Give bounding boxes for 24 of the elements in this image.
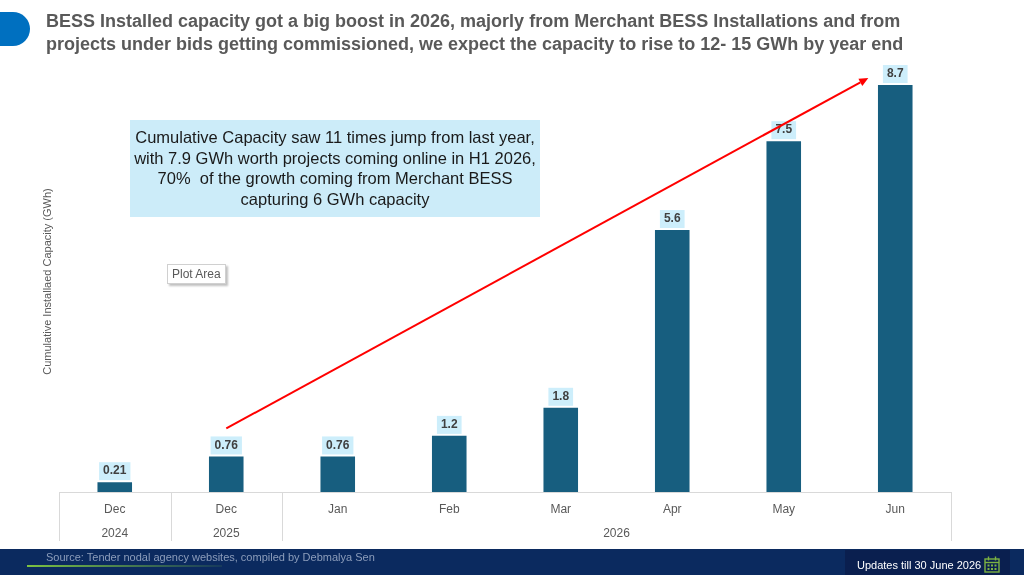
text: Updates till 30 June 2026 xyxy=(857,558,982,572)
data-label: 8.7 xyxy=(886,66,904,81)
annotation: Plot Area xyxy=(167,264,226,284)
x-tick-label: Mar xyxy=(550,501,572,516)
source-note: Source: Tender nodal agency websites, compiled by Debmalya Sen xyxy=(46,550,375,564)
x-tick-label: Jan xyxy=(328,501,348,516)
data-label: 5.6 xyxy=(663,211,681,226)
data-label: 1.2 xyxy=(440,417,458,432)
x-tick-label: Apr xyxy=(662,501,682,516)
x-tick-label: Feb xyxy=(438,501,460,516)
text: 2026 xyxy=(603,526,631,541)
annotation: Cumulative Capacity saw 11 times jump from last year, with 7.9 GWh worth projects coming online in H1 2026, 70% of the growth coming from Merchant BESS capturing 6 GWh capacity xyxy=(130,120,540,217)
data-label: 0.76 xyxy=(214,437,239,452)
data-label: 1.8 xyxy=(552,389,570,404)
x-tick-label: Jun xyxy=(885,501,905,516)
x-tick-label: Dec xyxy=(215,501,237,516)
text: 2025 xyxy=(212,526,240,541)
x-tick-label: Dec xyxy=(104,501,126,516)
data-label: 0.21 xyxy=(103,463,127,478)
text: 2024 xyxy=(101,526,129,541)
y-axis-title: Cumulative Installaed Capacity (GWh) xyxy=(40,188,53,375)
chart-title: BESS Installed capacity got a big boost in 2026, majorly from Merchant BESS Installations and from projects under bids getting commissioned, we expect the capacity to rise to 12- 15 GWh by year end xyxy=(46,10,905,56)
data-label: 0.76 xyxy=(326,437,350,452)
x-tick-label: May xyxy=(772,501,796,516)
